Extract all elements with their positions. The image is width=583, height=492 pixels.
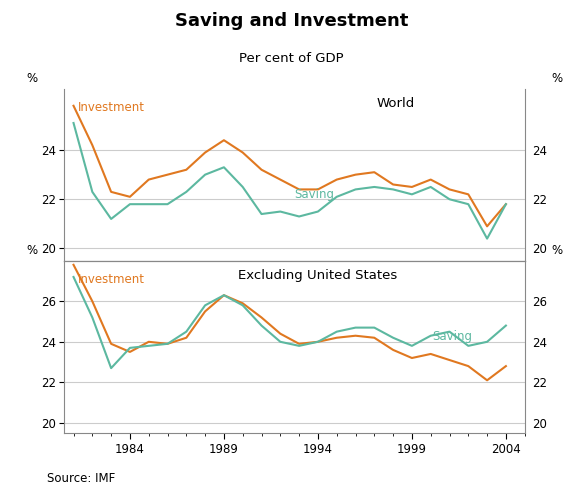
Text: %: % [552, 245, 563, 257]
Text: %: % [26, 72, 37, 85]
Text: Excluding United States: Excluding United States [238, 270, 397, 282]
Text: Source: IMF: Source: IMF [47, 472, 115, 485]
Text: %: % [26, 245, 37, 257]
Text: Investment: Investment [78, 101, 145, 114]
Text: Saving: Saving [433, 330, 473, 342]
Text: Investment: Investment [78, 273, 145, 286]
Text: World: World [377, 97, 415, 110]
Text: Saving and Investment: Saving and Investment [175, 12, 408, 31]
Text: Saving: Saving [294, 188, 335, 201]
Text: %: % [552, 72, 563, 85]
Text: Per cent of GDP: Per cent of GDP [239, 52, 344, 64]
